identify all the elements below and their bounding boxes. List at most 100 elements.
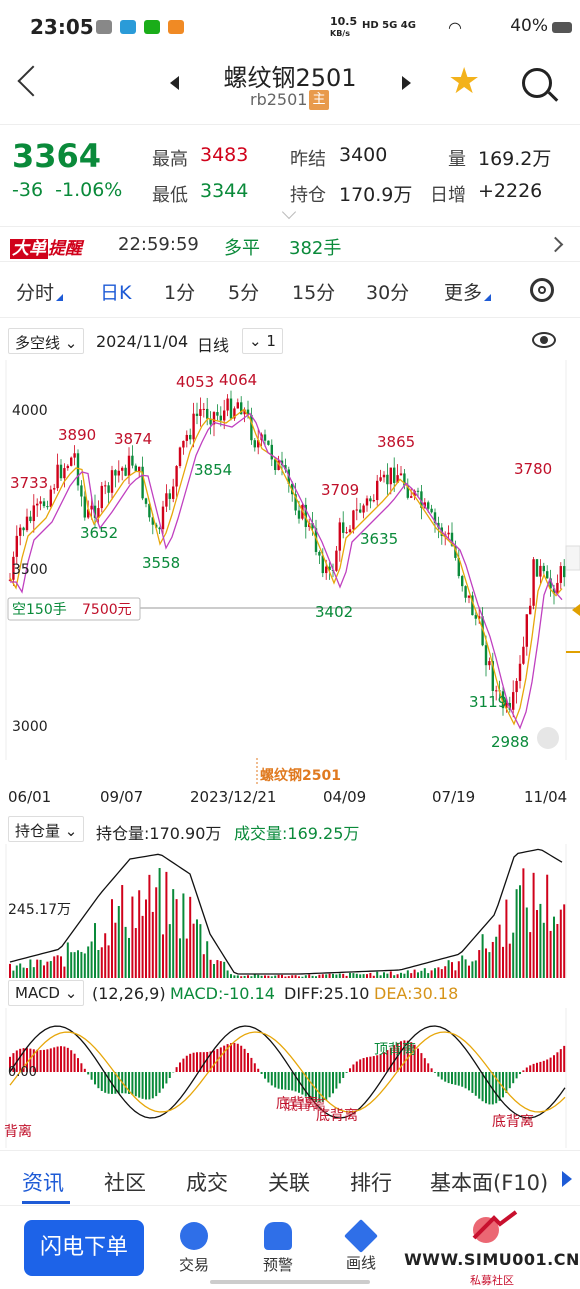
high-annotation: 3709: [321, 481, 359, 499]
volume-bar: [403, 973, 406, 978]
tab-fundamentals[interactable]: 基本面(F10): [430, 1171, 549, 1195]
candle-body: [427, 502, 430, 509]
candle-body: [63, 468, 66, 479]
nav-draw[interactable]: 画线: [331, 1219, 391, 1273]
x-label: 06/01: [8, 788, 52, 806]
tab-1min[interactable]: 1分: [164, 282, 196, 304]
macd-bar: [515, 1072, 518, 1079]
macd-bar: [440, 1072, 443, 1080]
volume-bar: [77, 950, 79, 978]
macd-bar: [182, 1058, 185, 1072]
macd-bar: [124, 1072, 127, 1094]
multiplier-select[interactable]: ⌄ 1: [242, 328, 283, 354]
tab-news[interactable]: 资讯: [22, 1171, 64, 1195]
tab-5min[interactable]: 5分: [228, 282, 260, 304]
macd-bar: [90, 1072, 93, 1080]
macd-bar: [284, 1072, 287, 1090]
macd-chart[interactable]: 0.00 顶背离 底背离 底背离 底背离 底背离 背离: [0, 1008, 580, 1148]
volume-bar: [301, 976, 304, 978]
wifi-icon: ◠: [448, 18, 462, 37]
nav-trade[interactable]: 交易: [164, 1222, 224, 1275]
candle-body: [148, 503, 151, 518]
tab-ranking[interactable]: 排行: [350, 1171, 392, 1195]
candle-body: [90, 505, 93, 510]
kline-chart[interactable]: 4000 3500 3000 3733 3890 3874 4053 4064 …: [0, 360, 580, 784]
candle-body: [124, 467, 127, 476]
eye-icon[interactable]: [532, 332, 556, 348]
prev-settle-label: 昨结: [290, 149, 326, 170]
flash-order-button[interactable]: 闪电下单: [24, 1220, 144, 1276]
volume-bar: [117, 906, 120, 978]
volume-bar: [352, 973, 355, 978]
tab-trades[interactable]: 成交: [186, 1171, 228, 1195]
macd-indicator-select[interactable]: MACD ⌄: [8, 980, 85, 1006]
candle-body: [304, 504, 307, 527]
tab-more[interactable]: 更多: [444, 278, 492, 305]
tab-30min[interactable]: 30分: [366, 282, 410, 304]
price-tick: 3500: [12, 562, 48, 578]
candle-body: [80, 485, 83, 497]
big-order-alert-bar[interactable]: 大单 提醒 22:59:59 多平 382手: [0, 226, 580, 262]
candle-body: [165, 493, 168, 507]
candle-body: [223, 410, 226, 421]
tab-timeshare[interactable]: 分时: [16, 278, 64, 305]
macd-bar: [427, 1063, 430, 1072]
macd-bar: [410, 1042, 413, 1072]
volume-bar: [29, 959, 32, 978]
indicator-select[interactable]: 多空线 ⌄: [8, 328, 85, 354]
candle-body: [467, 595, 471, 598]
macd-bar: [454, 1072, 457, 1085]
prev-contract-icon[interactable]: [170, 76, 179, 90]
tab-community[interactable]: 社区: [104, 1171, 146, 1195]
volume-bar: [53, 956, 56, 978]
candle-body: [189, 434, 192, 440]
macd-bar: [369, 1056, 372, 1072]
expand-chevron-icon[interactable]: [281, 204, 297, 220]
volume-bar: [199, 924, 202, 978]
macd-bar: [9, 1056, 11, 1072]
candle-body: [59, 464, 63, 479]
tabs-scroll-arrow-icon[interactable]: [562, 1171, 572, 1187]
eye-icon-pupil: [540, 336, 548, 344]
tab-related[interactable]: 关联: [268, 1171, 310, 1195]
macd-bar: [281, 1072, 283, 1090]
tab-15min[interactable]: 15分: [292, 282, 336, 304]
nav-alert[interactable]: 预警: [248, 1222, 308, 1275]
volume-indicator-select[interactable]: 持仓量 ⌄: [8, 816, 85, 842]
bottom-nav: 闪电下单 交易 预警 画线 WWW.SIMU001.CN 私募社区: [0, 1208, 580, 1289]
macd-bar: [481, 1072, 484, 1102]
volume-chart[interactable]: 245.17万: [0, 844, 580, 978]
macd-bar: [536, 1062, 538, 1072]
volume-bar: [563, 904, 566, 978]
macd-bar: [461, 1072, 464, 1087]
candle-body: [556, 582, 559, 594]
candle-body: [416, 490, 420, 492]
volume-bar: [104, 933, 107, 978]
candle-body: [552, 588, 556, 594]
volume-bar: [318, 974, 321, 978]
favorite-star-icon[interactable]: ★: [448, 61, 481, 102]
gear-icon[interactable]: [530, 278, 554, 302]
search-icon[interactable]: [522, 68, 552, 98]
volume-bar: [243, 975, 246, 978]
candle-body: [195, 413, 199, 416]
battery-text: 40%: [510, 16, 548, 36]
main-contract-badge: 主: [309, 90, 329, 110]
next-contract-icon[interactable]: [402, 76, 411, 90]
chart-watermark: 螺纹钢2501: [260, 767, 341, 784]
macd-bar: [325, 1072, 328, 1101]
macd-bar: [386, 1050, 389, 1072]
macd-bar: [73, 1053, 76, 1072]
candle-body: [297, 510, 301, 519]
chevron-right-icon[interactable]: [547, 236, 564, 253]
low-annotation: 3402: [315, 603, 353, 621]
price-tick: 3000: [12, 719, 48, 735]
volume-bar: [158, 868, 161, 978]
macd-bar: [165, 1072, 168, 1084]
volume-bar: [481, 934, 484, 978]
tab-daily-k[interactable]: 日K: [100, 282, 132, 304]
candle-body: [138, 466, 141, 472]
macd-bar: [525, 1067, 528, 1072]
volume-bar: [63, 966, 66, 978]
macd-bar: [267, 1072, 270, 1083]
